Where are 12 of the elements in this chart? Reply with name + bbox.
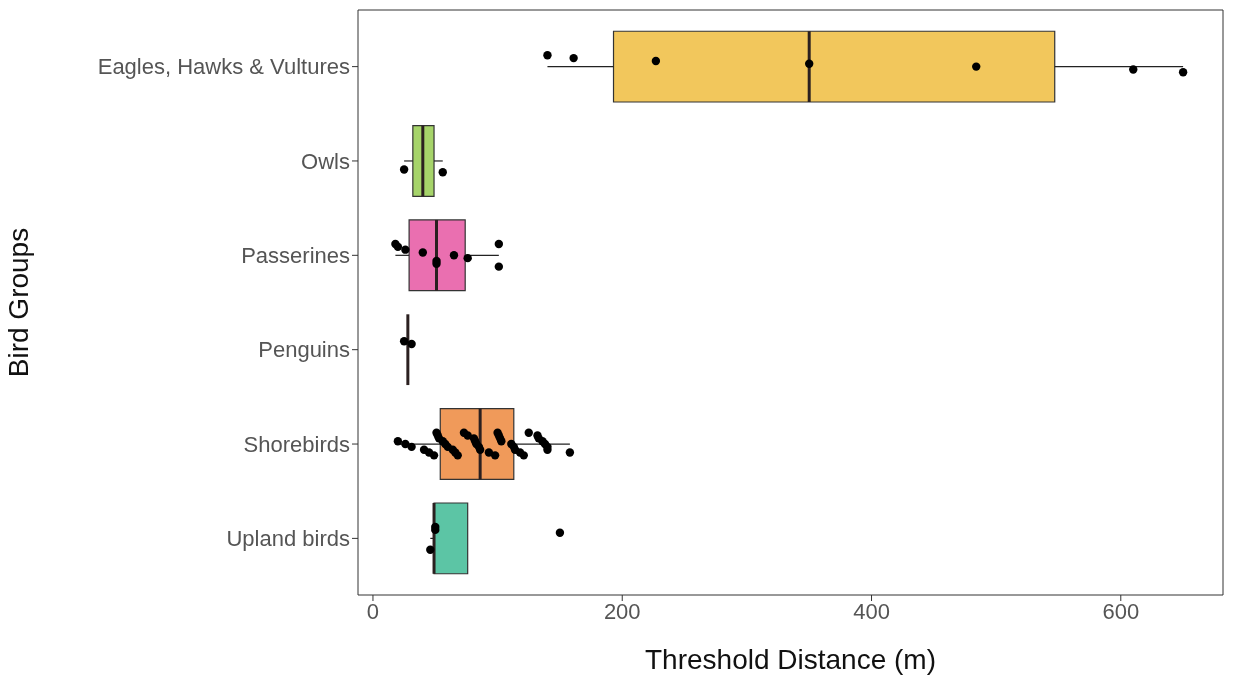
y-tick-label: Eagles, Hawks & Vultures <box>97 54 350 80</box>
y-tick-label: Passerines <box>241 243 350 269</box>
x-tick-label: 200 <box>603 598 641 624</box>
y-axis-title: Bird Groups <box>2 227 34 378</box>
x-tick-label: 0 <box>366 598 380 624</box>
x-axis-title: Threshold Distance (m) <box>645 644 936 675</box>
y-tick-label: Penguins <box>258 337 350 363</box>
y-tick-label: Owls <box>301 148 350 174</box>
y-tick-label: Upland birds <box>226 526 350 552</box>
y-tick-label: Shorebirds <box>243 431 350 457</box>
x-tick-label: 400 <box>853 598 890 624</box>
x-tick-label: 600 <box>1102 598 1140 624</box>
